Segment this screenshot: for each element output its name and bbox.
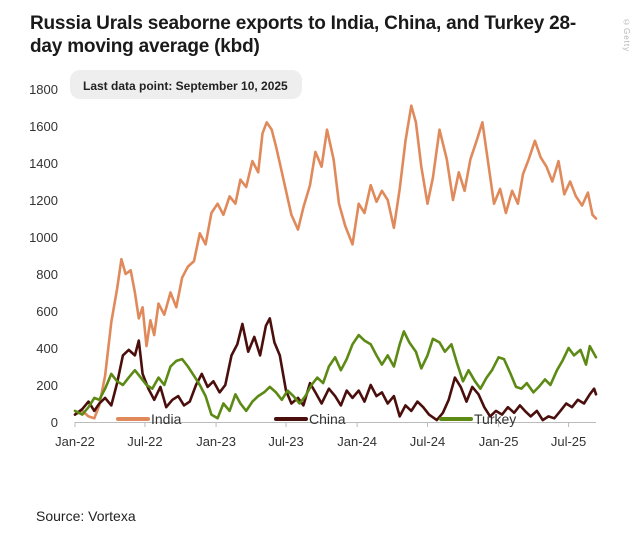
- series-line-china: [73, 317, 598, 422]
- annotation-box: [70, 70, 302, 99]
- y-tick-label: 1800: [29, 82, 58, 97]
- y-tick-label: 200: [36, 378, 58, 393]
- y-tick-label: 1200: [29, 193, 58, 208]
- y-tick-label: 1000: [29, 230, 58, 245]
- legend-label-india: India: [151, 411, 182, 427]
- x-tick-label: Jan-22: [55, 434, 95, 449]
- y-tick-label: 0: [51, 415, 58, 430]
- chart-area: 0 200 400 600 800 1000 1200 1400 1600 1800 Jan-22 J…: [0, 60, 635, 470]
- x-tick-label: Jul-23: [268, 434, 303, 449]
- legend-label-china: China: [309, 411, 346, 427]
- annotation-text: Last data point: September 10, 2025: [83, 79, 288, 93]
- y-tick-label: 600: [36, 304, 58, 319]
- x-tick-label: Jan-25: [479, 434, 519, 449]
- y-tick-label: 400: [36, 341, 58, 356]
- y-tick-label: 1600: [29, 119, 58, 134]
- x-tick-label: Jul-25: [551, 434, 586, 449]
- x-tick-label: Jan-24: [337, 434, 377, 449]
- x-tick-label: Jul-22: [127, 434, 162, 449]
- series-line-india: [73, 104, 598, 420]
- x-tick-label: Jan-23: [196, 434, 236, 449]
- y-tick-label: 1400: [29, 156, 58, 171]
- x-tick-label: Jul-24: [410, 434, 445, 449]
- source-note: Source: Vortexa: [36, 508, 136, 524]
- series-line-turkey: [73, 330, 598, 420]
- y-tick-label: 800: [36, 267, 58, 282]
- line-chart: 0 200 400 600 800 1000 1200 1400 1600 1800 Jan-22 J…: [29, 70, 598, 449]
- watermark: ©Getty: [622, 18, 631, 53]
- legend-label-turkey: Turkey: [474, 411, 516, 427]
- chart-title: Russia Urals seaborne exports to India, …: [30, 13, 576, 57]
